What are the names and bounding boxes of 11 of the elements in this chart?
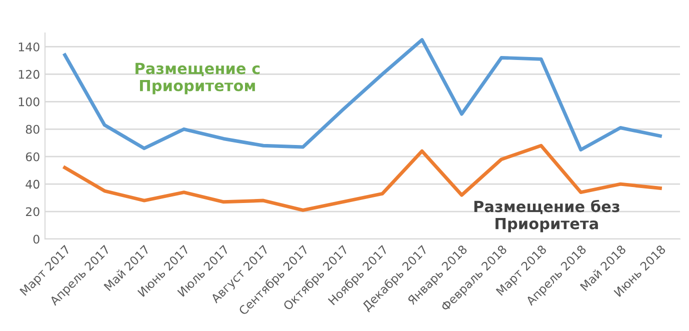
y-tick-label: 120 (18, 70, 40, 79)
y-tick-label: 60 (26, 152, 40, 162)
y-tick-label: 80 (26, 124, 40, 134)
y-tick-label: 100 (18, 97, 40, 106)
y-tick-label: 20 (26, 207, 40, 216)
y-tick-label: 0 (33, 234, 40, 244)
y-tick-label: 40 (26, 180, 40, 189)
text: Размещение с Приоритетом (136, 62, 260, 94)
y-tick-label: 140 (18, 42, 40, 52)
series-label: Размещение без Приоритета (474, 200, 620, 232)
line-series (63, 38, 662, 152)
